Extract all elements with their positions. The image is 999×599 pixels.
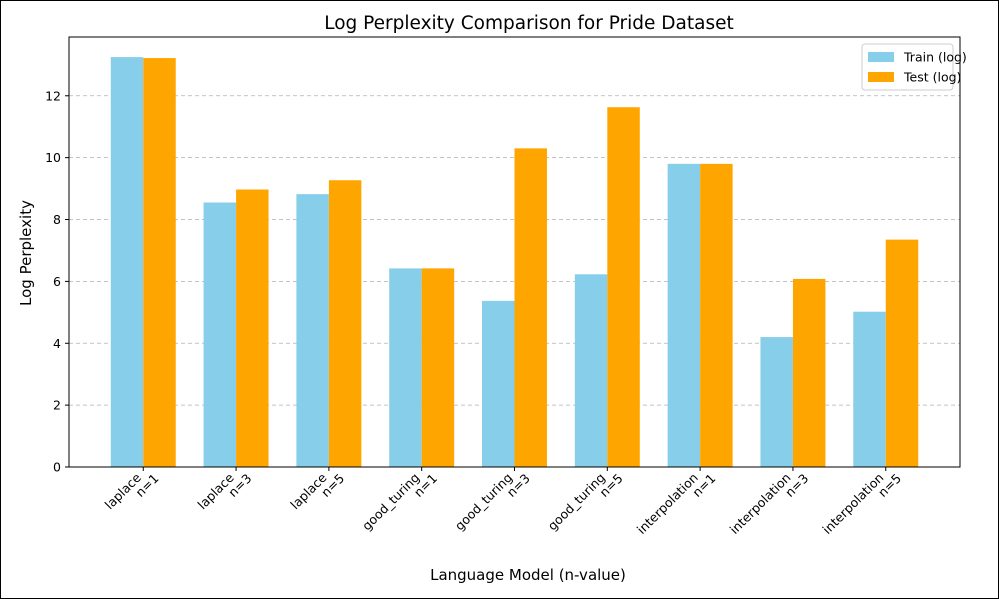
x-tick-label-model: interpolation (634, 470, 701, 537)
y-tick-label: 4 (53, 336, 61, 351)
bar-test (700, 163, 733, 467)
y-tick-label: 0 (53, 460, 61, 475)
x-tick-label-model: interpolation (727, 470, 794, 537)
bar-test (885, 239, 919, 467)
bar-layer (110, 57, 919, 468)
bar-train (203, 202, 237, 467)
x-tick-label-model: good_turing (545, 470, 608, 533)
bar-train (482, 300, 515, 467)
bar-train (389, 268, 422, 467)
y-tick-label: 10 (45, 150, 61, 165)
y-tick-label: 12 (45, 88, 61, 103)
bar-test (143, 58, 176, 467)
bar-train (760, 337, 793, 467)
x-tick-label-model: good_turing (359, 470, 422, 533)
bar-train (296, 194, 329, 468)
legend: Train (log) Test (log) (861, 43, 967, 91)
legend-label: Train (log) (903, 50, 967, 65)
x-axis-label: Language Model (n-value) (430, 566, 626, 584)
y-tick-label: 6 (53, 274, 61, 289)
y-tick-label: 2 (53, 398, 61, 413)
legend-label: Test (log) (903, 70, 961, 85)
x-tick-label-model: good_turing (452, 470, 515, 533)
bar-test (607, 107, 640, 467)
bar-test (421, 268, 455, 467)
y-tick-label: 8 (53, 212, 61, 227)
x-tick-label-model: interpolation (819, 470, 886, 537)
bar-test (514, 148, 547, 467)
bar-train (110, 57, 144, 468)
bar-test (328, 180, 362, 467)
bar-test (236, 189, 269, 467)
bar-train (667, 163, 701, 467)
chart-title: Log Perplexity Comparison for Pride Data… (324, 13, 734, 34)
y-axis-label: Log Perplexity (17, 200, 35, 306)
bar-test (792, 278, 826, 467)
legend-swatch (868, 52, 894, 62)
bar-train (574, 274, 608, 467)
y-tick-layer: 0 2 4 6 8 10 12 (45, 88, 69, 475)
legend-swatch (868, 72, 894, 82)
bar-train (853, 311, 886, 467)
